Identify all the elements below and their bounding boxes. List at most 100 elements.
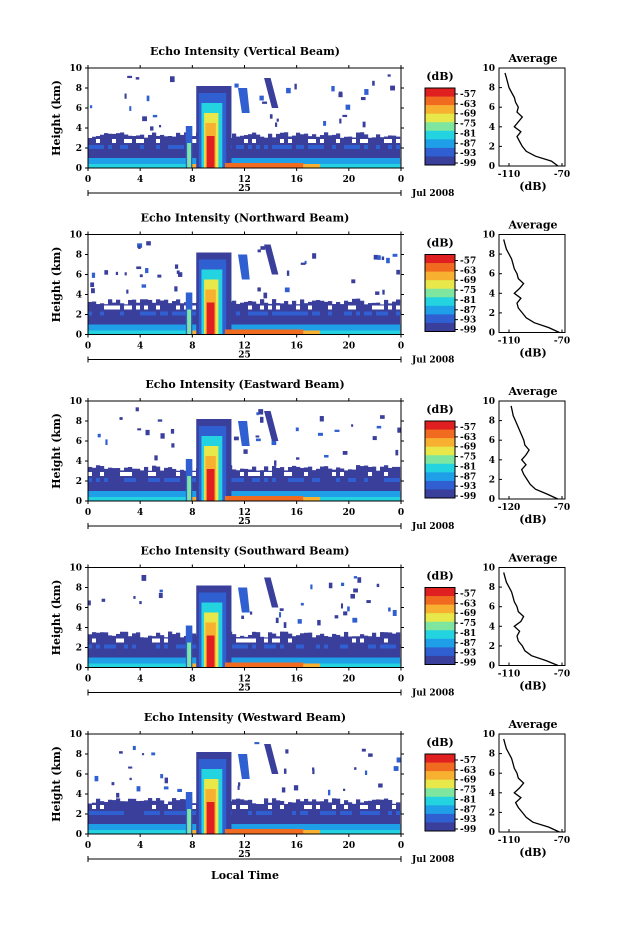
heat-cell	[368, 811, 373, 815]
heat-cell	[304, 260, 307, 265]
heat-cell	[156, 311, 161, 316]
heat-cell	[360, 324, 365, 331]
heat-cell	[248, 469, 253, 501]
heat-cell	[120, 132, 125, 168]
heat-cell	[324, 330, 329, 335]
heat-cell	[396, 757, 401, 763]
heat-cell	[336, 330, 341, 335]
heat-cell	[368, 663, 373, 668]
heat-cell	[352, 617, 358, 623]
x-tick-label: 16	[290, 175, 303, 185]
average-y-tick-label: 6	[489, 603, 495, 613]
average-profile-line	[503, 239, 560, 334]
heatmap	[88, 407, 402, 501]
heat-cell	[300, 824, 305, 830]
x-tick-label: 8	[189, 675, 195, 685]
heat-cell	[248, 134, 253, 168]
heat-cell	[264, 158, 269, 164]
heat-cell	[88, 830, 93, 834]
heat-cell	[180, 158, 185, 164]
heat-cell	[396, 324, 401, 331]
heat-cell	[164, 158, 169, 164]
colorbar-swatch	[425, 822, 455, 832]
heat-cell	[248, 145, 253, 149]
heat-cell	[124, 644, 129, 649]
heat-cell	[384, 811, 389, 815]
heat-cell	[332, 633, 337, 668]
heat-cell	[268, 632, 273, 668]
average-frame	[498, 400, 566, 500]
heat-cell	[336, 145, 341, 149]
heat-cell	[364, 164, 369, 168]
heat-cell	[372, 830, 377, 834]
heat-cell	[336, 497, 341, 501]
heat-cell	[172, 324, 177, 331]
heat-cell	[192, 657, 197, 664]
heat-cell	[348, 145, 353, 149]
heat-cell	[257, 249, 261, 253]
heat-cell	[388, 139, 393, 143]
heat-cell	[316, 136, 321, 168]
average-x-tick-label: -70	[554, 337, 570, 347]
heat-cell	[104, 158, 109, 164]
heat-cell	[272, 633, 277, 668]
heat-cell	[396, 491, 401, 497]
heat-cell	[140, 824, 145, 830]
heat-cell	[388, 811, 393, 815]
heat-cell	[129, 777, 132, 781]
heat-cell	[304, 467, 309, 501]
heat-cell	[376, 158, 381, 164]
heat-cell	[356, 644, 361, 649]
heat-cell	[312, 491, 317, 497]
heat-cell	[392, 811, 397, 815]
heat-cell	[164, 803, 169, 834]
heat-cell	[252, 803, 257, 834]
heat-cell	[252, 301, 257, 335]
heat-cell	[128, 158, 133, 164]
heat-cell	[264, 798, 269, 834]
heat-cell	[294, 83, 297, 90]
heat-cell	[348, 811, 353, 815]
average-y-tick-label: 0	[489, 495, 495, 505]
heat-cell	[132, 663, 137, 668]
heat-cell	[120, 472, 125, 476]
heat-cell	[308, 164, 313, 168]
heat-cell	[392, 610, 397, 616]
heat-cell	[156, 330, 161, 335]
heat-cell	[340, 324, 345, 331]
heat-cell	[101, 598, 106, 602]
heat-cell	[268, 478, 273, 482]
heat-cell	[312, 139, 317, 143]
heat-cell	[348, 469, 353, 501]
heat-cell	[388, 135, 393, 168]
heat-cell	[132, 145, 137, 149]
heat-cell	[388, 467, 393, 501]
colorbar-swatch	[425, 139, 455, 149]
heat-cell	[328, 636, 333, 668]
colorbar-swatch	[425, 621, 455, 631]
heat-cell	[124, 467, 129, 501]
colorbar-swatch	[425, 480, 455, 490]
month-year-label: Jul 2008	[411, 189, 454, 199]
heat-cell	[364, 139, 369, 143]
heat-cell	[344, 300, 349, 335]
heat-cell	[124, 801, 129, 834]
heat-cell	[236, 824, 241, 830]
y-tick-label: 6	[76, 104, 82, 114]
heat-cell	[124, 663, 129, 668]
heat-cell	[168, 158, 173, 164]
heat-cell	[232, 469, 237, 501]
heat-cell	[396, 632, 401, 668]
heat-cell	[152, 324, 157, 331]
heat-cell	[133, 596, 136, 599]
heat-cell	[284, 478, 289, 482]
heat-cell	[356, 663, 361, 668]
heat-cell	[364, 770, 368, 776]
heat-cell	[296, 158, 301, 164]
heat-cell	[124, 311, 129, 316]
heat-cell	[156, 830, 161, 834]
heat-cell	[300, 134, 305, 168]
heat-cell	[271, 440, 277, 446]
colorbar-tick-label: -69	[460, 443, 476, 453]
heat-cell	[171, 443, 175, 448]
